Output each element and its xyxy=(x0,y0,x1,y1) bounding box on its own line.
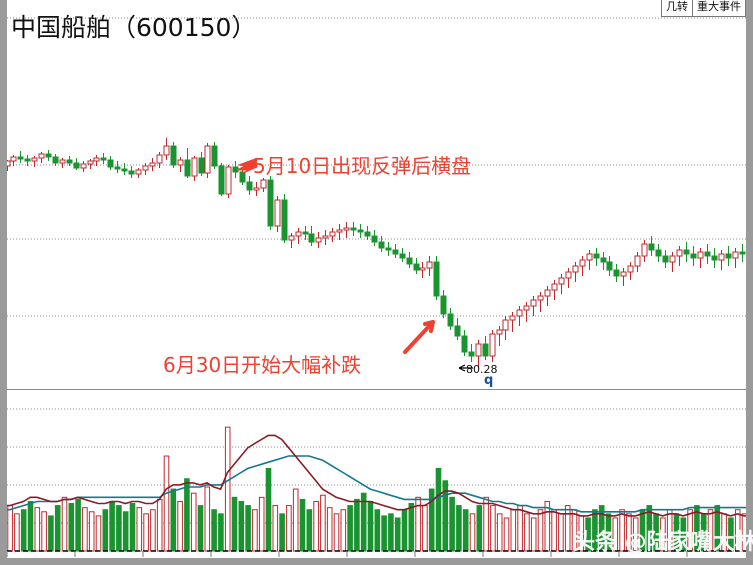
window-border-left xyxy=(0,0,7,565)
window-border-right xyxy=(746,0,753,565)
price-chart-panel[interactable] xyxy=(7,0,746,389)
annotation-rebound: 5月10日出现反弹后横盘 xyxy=(253,154,472,178)
toolbar: 几转 重大事件 xyxy=(661,0,746,17)
window-border-bottom xyxy=(0,558,753,565)
panel-separator xyxy=(7,389,746,390)
q-flag-marker: q xyxy=(484,373,494,388)
candlestick-plot xyxy=(7,17,746,372)
price-marker-label: 80.28 xyxy=(466,363,498,376)
zhuan-button[interactable]: 几转 xyxy=(661,0,693,17)
major-events-button[interactable]: 重大事件 xyxy=(693,0,746,17)
volume-plot xyxy=(7,408,746,557)
annotation-decline: 6月30日开始大幅补跌 xyxy=(163,353,362,377)
watermark: 头条 @陆家嘴大林 xyxy=(573,530,753,555)
volume-chart-panel[interactable] xyxy=(7,390,746,558)
